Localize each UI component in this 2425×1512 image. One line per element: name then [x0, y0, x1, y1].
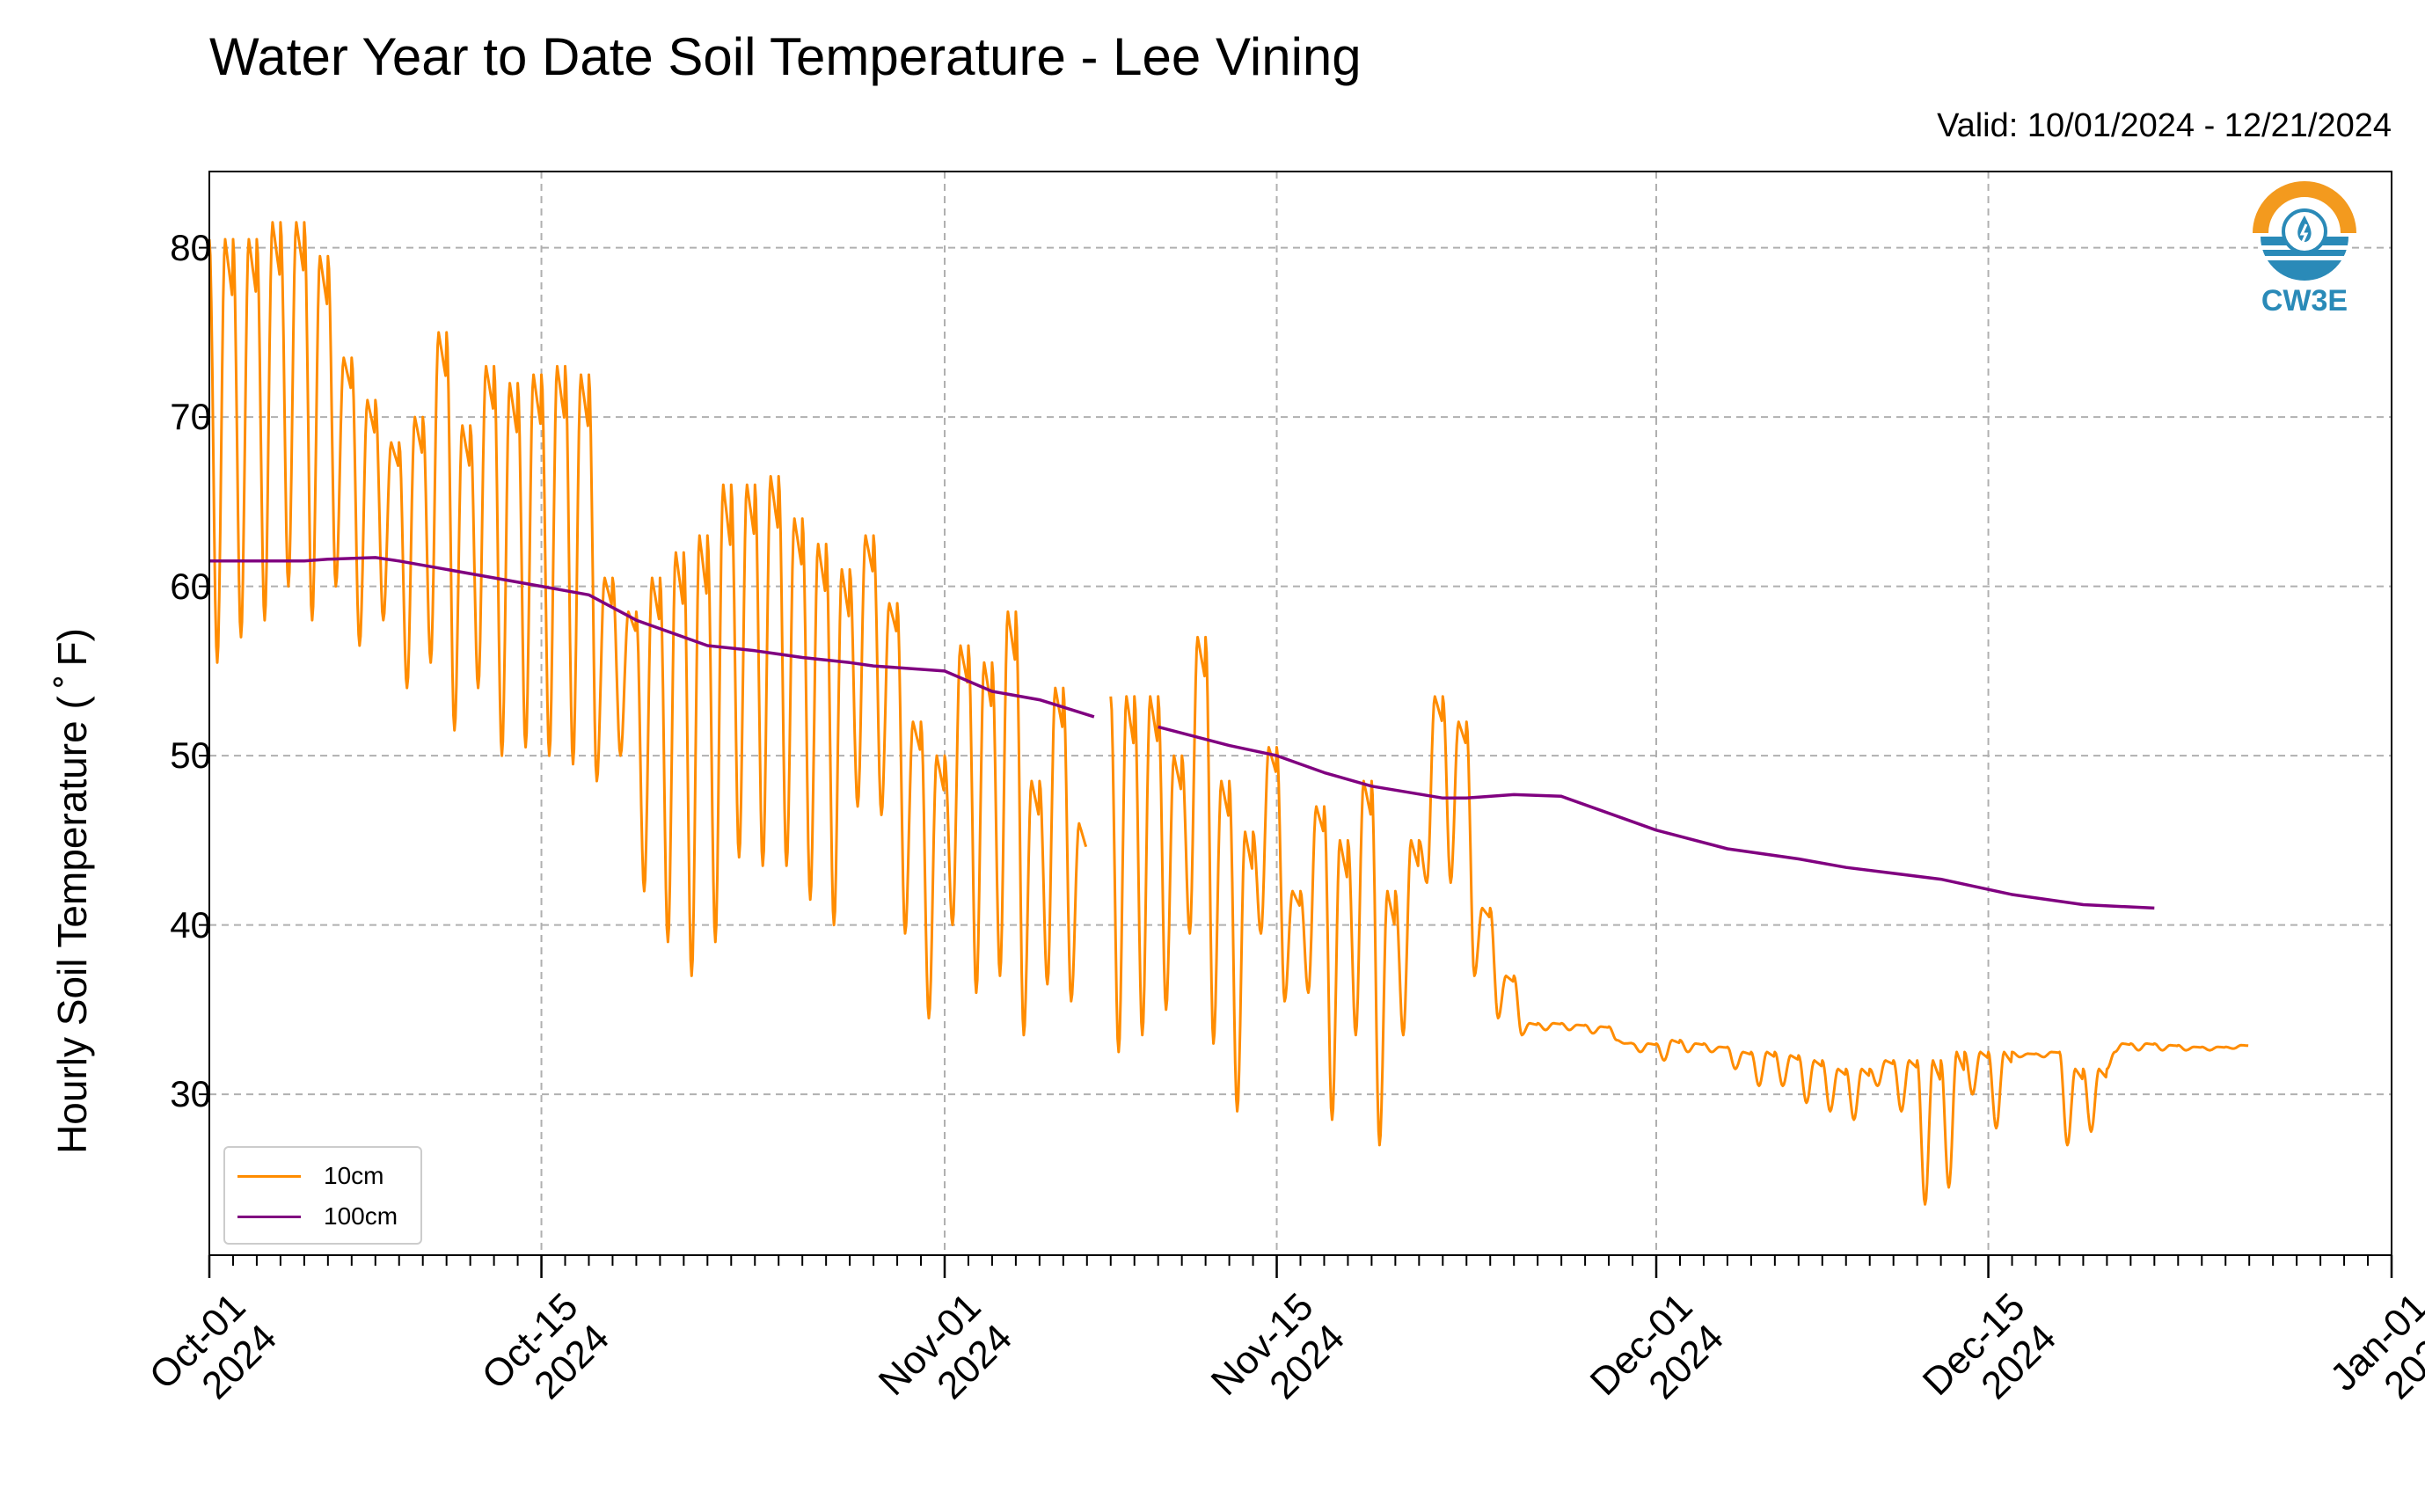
y-axis-label: Hourly Soil Temperature ( ˚ F) — [49, 628, 95, 1154]
legend-label-100cm: 100cm — [324, 1202, 398, 1230]
valid-date-range: Valid: 10/01/2024 - 12/21/2024 — [1937, 107, 2392, 144]
series-line-10cm — [208, 221, 2249, 1206]
legend-item-100cm: 100cm — [237, 1199, 398, 1234]
chart-title: Water Year to Date Soil Temperature - Le… — [209, 27, 1362, 86]
y-tick-label: 30 — [170, 1073, 211, 1115]
logo-text: CW3E — [2261, 284, 2348, 318]
series-lines — [208, 221, 2249, 1206]
y-tick-label: 40 — [170, 903, 211, 946]
cw3e-logo: CW3E — [2247, 180, 2362, 321]
series-line-100cm — [209, 556, 2155, 910]
y-tick-label: 70 — [170, 396, 211, 438]
legend-swatch-10cm — [237, 1174, 301, 1178]
y-tick-label: 80 — [170, 226, 211, 268]
legend-item-10cm: 10cm — [237, 1158, 383, 1194]
cw3e-logo-icon — [2253, 181, 2356, 281]
axis-ticks — [199, 246, 2393, 1278]
legend-label-10cm: 10cm — [324, 1162, 384, 1189]
y-tick-label: 60 — [170, 565, 211, 607]
y-tick-label: 50 — [170, 734, 211, 777]
legend: 10cm 100cm — [223, 1146, 422, 1245]
legend-swatch-100cm — [237, 1215, 301, 1218]
